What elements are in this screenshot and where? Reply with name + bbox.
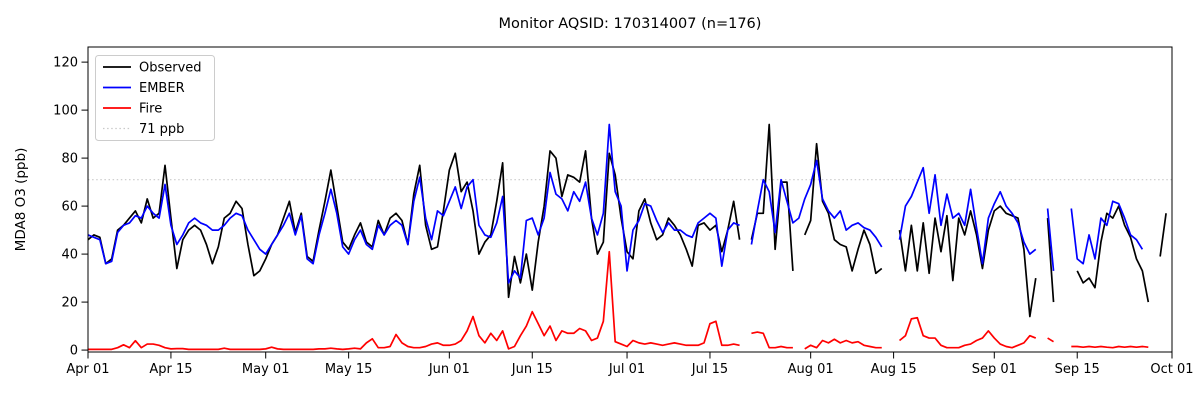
series-ember-line: [87, 123, 1144, 284]
x-tick-label: Jun 01: [428, 362, 470, 377]
series-fire-line: [88, 250, 1149, 351]
y-axis-label: MDA8 O3 (ppb): [13, 148, 29, 252]
x-tick-label: Sep 01: [972, 362, 1017, 377]
series-observed-line: [87, 123, 1167, 318]
x-tick-label: Sep 15: [1055, 362, 1100, 377]
y-tick-label: 40: [61, 248, 78, 263]
x-tick-label: May 01: [242, 362, 290, 377]
x-tick-label: Apr 15: [149, 362, 192, 377]
legend-label-observed: Observed: [139, 61, 202, 76]
y-tick-label: 60: [61, 200, 78, 215]
series-layer: [87, 123, 1167, 351]
x-tick-label: Apr 01: [66, 362, 109, 377]
legend-label-ember: EMBER: [139, 81, 185, 96]
x-tick-label: Jul 15: [691, 362, 728, 377]
y-tick-label: 80: [61, 152, 78, 167]
legend: Observed EMBER Fire 71 ppb: [95, 55, 215, 141]
axis-ticks-layer: 0 20 40 60 80 100 120 Apr 01 Apr 15 May 01 May 15 J…: [53, 56, 1193, 377]
y-tick-label: 100: [53, 104, 78, 119]
legend-label-threshold: 71 ppb: [139, 122, 184, 137]
x-tick-label: Aug 15: [871, 362, 917, 377]
x-tick-label: Jul 01: [608, 362, 645, 377]
legend-label-fire: Fire: [139, 102, 162, 117]
x-tick-label: Jun 15: [511, 362, 553, 377]
y-tick-label: 120: [53, 56, 78, 71]
y-tick-label: 20: [61, 296, 78, 311]
chart-title: Monitor AQSID: 170314007 (n=176): [499, 16, 762, 32]
x-tick-label: Aug 01: [788, 362, 834, 377]
y-tick-label: 0: [70, 344, 78, 359]
x-tick-label: May 15: [325, 362, 373, 377]
x-tick-label: Oct 01: [1150, 362, 1193, 377]
plot-border: [87, 46, 1173, 353]
legend-box: [95, 55, 215, 141]
